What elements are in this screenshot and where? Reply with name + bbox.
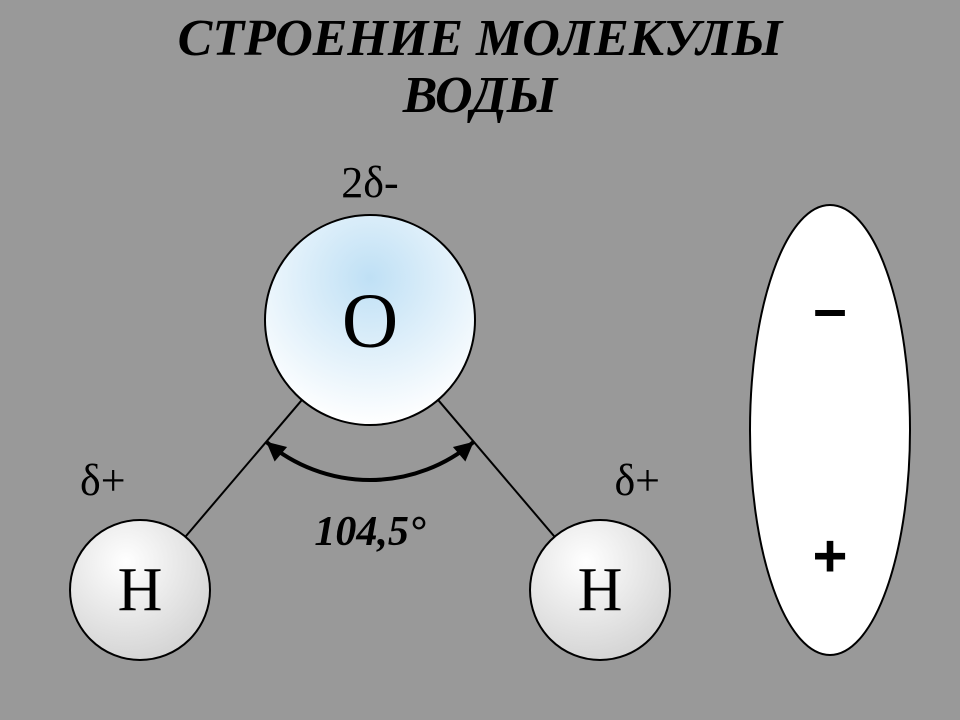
hydrogen-right-charge-label: δ+ [614, 456, 660, 505]
oxygen-charge-label: 2δ- [341, 158, 398, 207]
angle-label: 104,5° [314, 509, 426, 555]
angle-arrow-left [266, 442, 287, 462]
hydrogen-left-charge-label: δ+ [80, 456, 126, 505]
dipole-plus: + [812, 522, 847, 589]
hydrogen-right-label: H [578, 556, 623, 624]
angle-arrow-right [453, 442, 474, 462]
oxygen-label: O [342, 277, 398, 364]
dipole-minus: – [813, 275, 846, 342]
angle-arc [266, 442, 474, 480]
bond-left [185, 400, 302, 537]
hydrogen-left-label: H [118, 556, 163, 624]
diagram-stage: СТРОЕНИЕ МОЛЕКУЛЫ ВОДЫ O 2δ- H δ+ [0, 0, 960, 720]
bond-right [438, 400, 555, 537]
molecule-svg: O 2δ- H δ+ H δ+ 104,5° – + [0, 0, 960, 720]
